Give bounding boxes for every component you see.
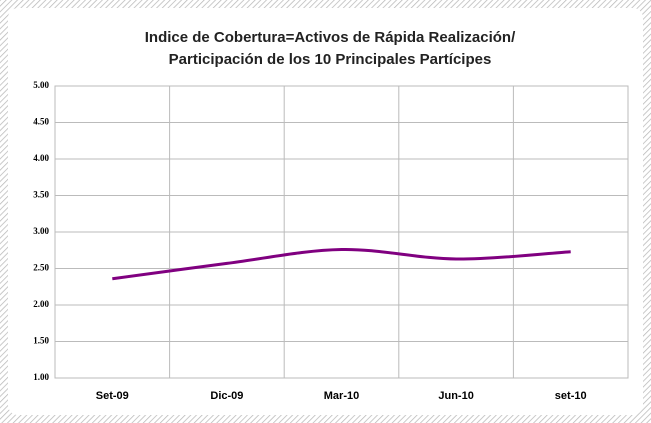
chart-title: Participación de los 10 Principales Part… [169,51,492,68]
y-tick-label: 3.50 [33,190,49,200]
y-tick-label: 1.50 [33,336,49,346]
panel [8,8,643,415]
chart-title: Indice de Cobertura=Activos de Rápida Re… [145,29,516,46]
y-tick-label: 2.50 [33,263,49,273]
x-tick-label: set-10 [555,390,587,402]
x-tick-label: Set-09 [96,390,129,402]
y-tick-label: 5.00 [33,80,49,90]
x-tick-label: Dic-09 [210,390,243,402]
y-tick-label: 2.00 [33,299,49,309]
y-tick-label: 3.00 [33,226,49,236]
x-tick-label: Jun-10 [438,390,473,402]
y-tick-label: 4.00 [33,153,49,163]
data-line [112,248,571,281]
x-tick-label: Mar-10 [324,390,359,402]
y-tick-label: 1.00 [33,372,49,382]
y-tick-label: 4.50 [33,117,49,127]
